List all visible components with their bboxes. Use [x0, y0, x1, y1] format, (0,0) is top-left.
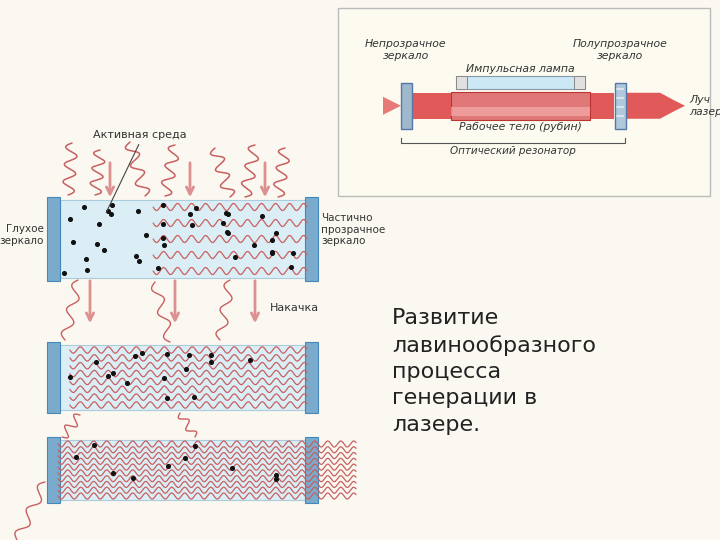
Bar: [451, 92, 590, 120]
Point: [229, 252, 240, 261]
Point: [102, 372, 114, 380]
Text: Оптический резонатор: Оптический резонатор: [450, 146, 576, 156]
Point: [205, 357, 217, 366]
Point: [102, 207, 114, 215]
Point: [266, 247, 278, 256]
Point: [244, 356, 256, 365]
Text: Полупрозрачное
зеркало: Полупрозрачное зеркало: [572, 39, 667, 61]
Point: [222, 228, 234, 237]
Point: [189, 393, 200, 402]
Bar: [60, 345, 305, 410]
Point: [122, 379, 133, 387]
Bar: [305, 342, 318, 413]
Bar: [401, 83, 412, 129]
Point: [107, 201, 118, 210]
Bar: [615, 83, 626, 129]
Point: [65, 214, 76, 223]
Point: [285, 263, 297, 272]
Bar: [47, 197, 60, 281]
Point: [266, 236, 278, 245]
Point: [107, 469, 119, 477]
Text: Рабочее тело (рубин): Рабочее тело (рубин): [459, 122, 582, 132]
Point: [270, 228, 282, 237]
Bar: [456, 76, 467, 89]
Point: [99, 246, 110, 255]
Point: [132, 207, 144, 215]
Point: [288, 248, 300, 257]
Point: [222, 210, 234, 218]
Point: [217, 218, 229, 227]
Point: [58, 269, 70, 278]
Bar: [456, 76, 585, 89]
Point: [158, 374, 169, 382]
Bar: [451, 107, 590, 116]
Text: Глухое
зеркало: Глухое зеркало: [0, 224, 44, 246]
Point: [71, 453, 82, 462]
Point: [161, 393, 173, 402]
Bar: [305, 437, 318, 503]
Point: [179, 454, 191, 463]
Bar: [574, 76, 585, 89]
Point: [133, 256, 145, 265]
Point: [157, 234, 168, 243]
Text: Активная среда: Активная среда: [93, 130, 186, 140]
Point: [158, 220, 169, 228]
Point: [191, 204, 202, 212]
Point: [221, 227, 233, 236]
Point: [64, 373, 76, 381]
Point: [270, 475, 282, 483]
Bar: [47, 342, 60, 413]
Point: [107, 369, 118, 377]
Point: [186, 220, 197, 229]
Point: [140, 231, 152, 240]
Bar: [411, 93, 614, 119]
Point: [93, 219, 104, 228]
Point: [90, 357, 102, 366]
Point: [180, 364, 192, 373]
Point: [91, 240, 103, 248]
Point: [189, 441, 200, 450]
Point: [80, 255, 91, 264]
Point: [152, 264, 163, 272]
Point: [127, 474, 139, 482]
Point: [248, 241, 259, 249]
Point: [88, 441, 99, 450]
Point: [226, 463, 238, 472]
Point: [137, 348, 148, 357]
Point: [78, 203, 90, 212]
Point: [163, 461, 174, 470]
Point: [205, 350, 217, 359]
Point: [220, 209, 232, 218]
Text: Непрозрачное
зеркало: Непрозрачное зеркало: [365, 39, 447, 61]
Point: [184, 210, 196, 218]
Point: [158, 241, 170, 249]
Bar: [60, 440, 305, 500]
Point: [256, 211, 268, 220]
Point: [161, 349, 173, 358]
Point: [184, 351, 195, 360]
Point: [68, 237, 79, 246]
Text: Импульсная лампа: Импульсная лампа: [466, 64, 575, 74]
Bar: [60, 200, 305, 278]
Bar: [47, 437, 60, 503]
Text: Накачка: Накачка: [270, 303, 319, 313]
Text: Частично
прозрачное
зеркало: Частично прозрачное зеркало: [321, 213, 385, 246]
Point: [130, 252, 141, 261]
Polygon shape: [383, 97, 401, 115]
Text: Развитие
лавинообразного
процесса
генерации в
лазере.: Развитие лавинообразного процесса генера…: [392, 308, 596, 435]
Point: [130, 352, 141, 361]
Text: Луч
лазера: Луч лазера: [689, 95, 720, 117]
Point: [266, 248, 277, 257]
Point: [81, 266, 93, 274]
Point: [105, 210, 117, 219]
Bar: [305, 197, 318, 281]
Point: [271, 470, 282, 479]
Point: [157, 201, 168, 210]
Bar: [338, 8, 710, 196]
Polygon shape: [625, 93, 685, 119]
